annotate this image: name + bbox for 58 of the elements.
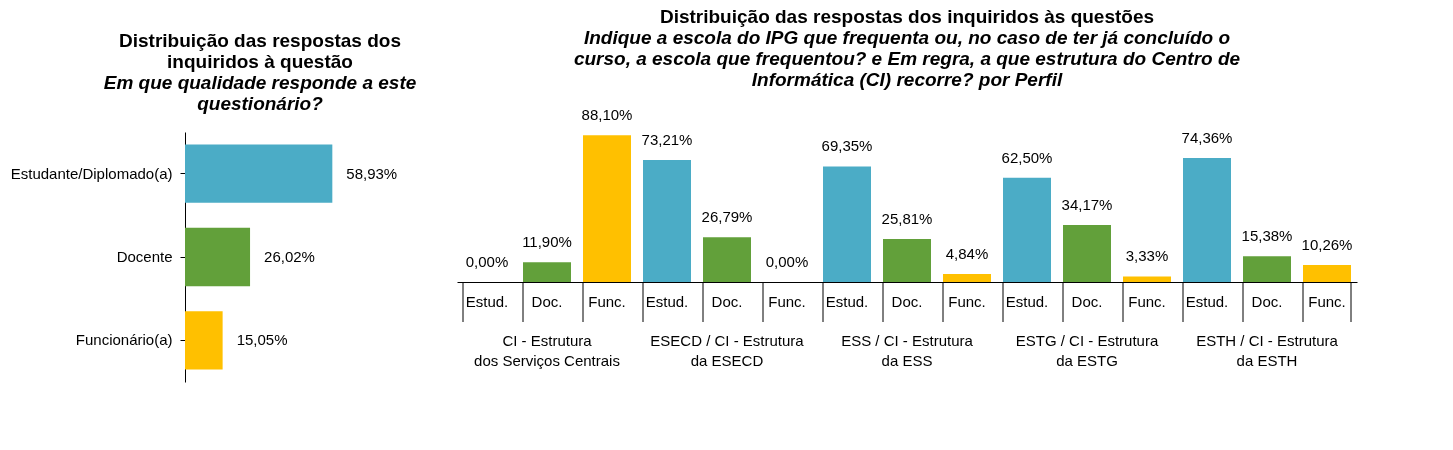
bar — [943, 273, 991, 282]
bar — [1183, 158, 1231, 282]
chart-subtitle: Em que qualidade responde a este questionário? — [103, 72, 417, 114]
x-tick-label: Estud. — [1185, 292, 1229, 310]
data-label: 3,33% — [1125, 247, 1169, 265]
chart-subtitle: Indique a escola do IPG que frequenta ou, no caso de ter já concluído o curso, a escola que frequentou? e Em regra, a que estrutura do Centro de Informática (CI) recorre? por Perfil — [573, 27, 1241, 91]
data-label: 26,02% — [264, 248, 315, 265]
x-tick-label: Estud. — [825, 292, 869, 310]
chart-title: Distribuição das respostas dos inquiridos às questões — [659, 6, 1155, 28]
bar — [643, 159, 691, 282]
data-label: 0,00% — [465, 253, 509, 270]
data-label: 34,17% — [1061, 196, 1113, 214]
data-label: 62,50% — [1001, 148, 1053, 166]
x-tick-label: Func. — [1308, 292, 1346, 310]
bar — [823, 166, 871, 282]
x-tick-label: Doc. — [531, 292, 563, 310]
bar — [1243, 256, 1291, 282]
data-label: 4,84% — [945, 244, 989, 262]
data-label: 0,00% — [765, 253, 809, 270]
bar — [1003, 177, 1051, 282]
x-tick-label: Func. — [768, 292, 806, 310]
data-label: 26,79% — [701, 208, 753, 226]
data-label: 74,36% — [1181, 129, 1233, 147]
data-label: 25,81% — [881, 209, 933, 227]
x-tick-label: Doc. — [711, 292, 743, 310]
data-label: 73,21% — [641, 130, 693, 148]
x-tick-label: Doc. — [1071, 292, 1103, 310]
x-tick-label: Doc. — [1251, 292, 1283, 310]
bar — [703, 237, 751, 282]
text: ESECD / CI - Estrutura da ESECD — [650, 332, 805, 369]
data-label: 10,26% — [1301, 235, 1353, 253]
x-tick-label: Func. — [948, 292, 986, 310]
text: ESS / CI - Estrutura da ESS — [841, 332, 974, 369]
bar — [1303, 264, 1351, 282]
y-tick-label: Funcionário(a) — [75, 331, 173, 349]
x-tick-label: Estud. — [465, 292, 509, 310]
data-label: 88,10% — [581, 106, 633, 124]
bar — [1063, 225, 1111, 282]
bar — [523, 262, 571, 282]
data-label: 69,35% — [821, 137, 873, 155]
bar — [883, 238, 931, 282]
data-label: 11,90% — [522, 233, 572, 251]
data-label: 15,05% — [236, 331, 288, 349]
text: ESTH / CI - Estrutura da ESTH — [1196, 332, 1339, 369]
chart-title: Distribuição das respostas dos inquiridos à questão — [119, 30, 401, 72]
x-tick-label: Estud. — [645, 292, 689, 310]
x-tick-label: Doc. — [891, 292, 923, 310]
bar — [583, 135, 631, 282]
data-label: 58,93% — [346, 164, 398, 182]
data-label: 15,38% — [1241, 227, 1293, 245]
x-tick-label: Estud. — [1005, 292, 1049, 310]
y-tick-label: Estudante/Diplomado(a) — [10, 164, 173, 182]
text: CI - Estrutura dos Serviços Centrais — [474, 332, 620, 369]
x-tick-label: Func. — [588, 292, 626, 310]
x-tick-label: Func. — [1128, 292, 1166, 310]
text: ESTG / CI - Estrutura da ESTG — [1015, 332, 1159, 369]
y-tick-label: Docente — [116, 248, 173, 265]
bar — [1123, 276, 1171, 282]
